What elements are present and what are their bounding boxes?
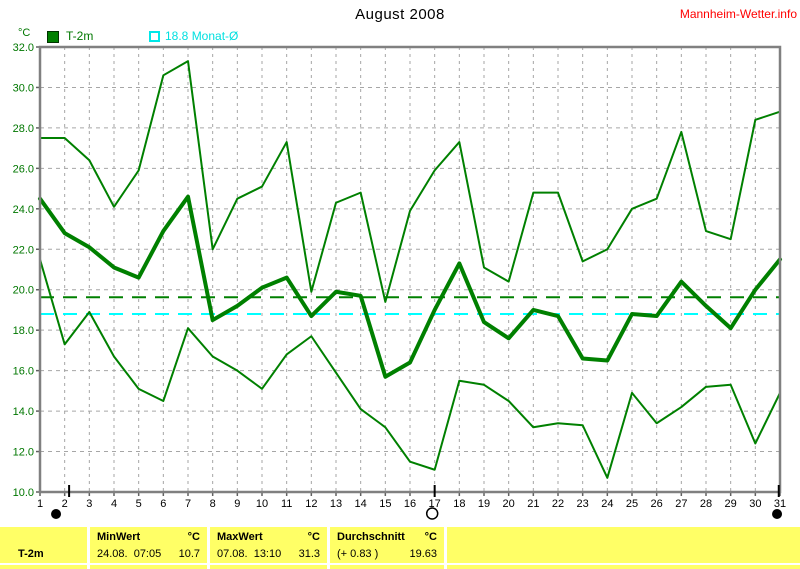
minwert-unit: °C	[187, 531, 200, 543]
svg-text:5: 5	[136, 498, 142, 510]
durchschnitt-unit: °C	[424, 531, 437, 543]
svg-text:26.0: 26.0	[13, 163, 34, 175]
svg-text:15: 15	[379, 498, 391, 510]
svg-text:4: 4	[111, 498, 117, 510]
stats-row-label-cell: Max.Wert	[0, 565, 87, 569]
svg-text:12.0: 12.0	[13, 447, 34, 459]
series-Tagesminimum	[39, 258, 781, 479]
svg-text:2: 2	[62, 498, 68, 510]
svg-text:12: 12	[305, 498, 317, 510]
svg-text:18: 18	[453, 498, 465, 510]
durchschnitt-value: 19.63	[409, 548, 437, 560]
stats-table: T-2m MinWert °C 24.08. 07:05 10.7 MaxWer…	[0, 527, 800, 569]
svg-text:30: 30	[749, 498, 761, 510]
stats-row-label-cell: T-2m	[0, 527, 87, 563]
legend-t2m-label: T-2m	[66, 29, 94, 43]
svg-text:18.0: 18.0	[13, 325, 34, 337]
svg-text:9: 9	[234, 498, 240, 510]
svg-text:29: 29	[725, 498, 737, 510]
durchschnitt-cell: Durchschnitt °C (+ 0.83 ) 19.63	[330, 527, 444, 563]
maxwert-unit: °C	[307, 531, 320, 543]
svg-text:3: 3	[86, 498, 92, 510]
maxwert-cell: MaxWert °C 07.08. 13:10 31.3	[210, 527, 327, 563]
svg-text:32.0: 32.0	[13, 42, 34, 54]
page-title: August 2008	[355, 6, 445, 23]
reference-lines	[40, 296, 780, 315]
temperature-line-chart: 32.0 30.0 28.0 26.0 24.0 22.0 20.0 18.0 16.0 14.0…	[13, 42, 787, 520]
svg-text:20: 20	[503, 498, 515, 510]
series-lines	[38, 60, 782, 479]
svg-text:24: 24	[601, 498, 613, 510]
maxwert-datetime: 07.08. 13:10	[217, 548, 282, 560]
svg-text:11: 11	[281, 498, 292, 510]
series-Tagesmaximum	[39, 60, 781, 303]
svg-text:14: 14	[355, 498, 367, 510]
minwert-cell: MinWert °C 24.08. 07:05 10.7	[90, 527, 207, 563]
svg-text:20.0: 20.0	[13, 285, 34, 297]
minwert-header: MinWert	[97, 531, 141, 543]
stats-row-next-clipped: Max.Wert	[0, 565, 800, 569]
maxwert-header: MaxWert	[217, 531, 263, 543]
svg-text:30.0: 30.0	[13, 82, 34, 94]
stats-row-t2m: T-2m MinWert °C 24.08. 07:05 10.7 MaxWer…	[0, 527, 800, 563]
svg-text:26: 26	[651, 498, 663, 510]
svg-text:16.0: 16.0	[13, 366, 34, 378]
svg-text:19: 19	[478, 498, 490, 510]
axes: 32.0 30.0 28.0 26.0 24.0 22.0 20.0 18.0 16.0 14.0…	[13, 42, 787, 510]
chart-legend: °C T-2m 18.8 Monat-Ø	[0, 0, 800, 46]
new-moon-icon	[51, 509, 62, 519]
svg-text:13: 13	[330, 498, 342, 510]
legend-monthly-average-label: 18.8 Monat-Ø	[165, 29, 239, 43]
svg-text:24.0: 24.0	[13, 204, 34, 216]
svg-text:23: 23	[577, 498, 589, 510]
durchschnitt-anomaly: (+ 0.83 )	[337, 548, 379, 560]
svg-text:7: 7	[185, 498, 191, 510]
t2m-series-swatch-icon	[47, 31, 59, 43]
minwert-datetime: 24.08. 07:05	[97, 548, 162, 560]
svg-text:28: 28	[700, 498, 712, 510]
monthly-average-swatch-icon	[149, 31, 160, 42]
svg-text:8: 8	[210, 498, 216, 510]
svg-text:14.0: 14.0	[13, 406, 34, 418]
full-moon-icon	[425, 507, 439, 520]
svg-text:25: 25	[626, 498, 638, 510]
series-T-2m Tagesmittel	[38, 194, 782, 379]
maxwert-value: 31.3	[298, 548, 320, 560]
svg-text:31: 31	[774, 498, 786, 510]
svg-text:27: 27	[675, 498, 687, 510]
svg-text:28.0: 28.0	[13, 123, 34, 135]
svg-text:16: 16	[404, 498, 416, 510]
moon-phase-markers	[51, 485, 783, 520]
svg-text:10.0: 10.0	[13, 487, 34, 499]
site-link[interactable]: Mannheim-Wetter.info	[679, 7, 797, 21]
y-axis-unit-label: °C	[18, 27, 31, 39]
gridlines	[40, 47, 780, 492]
svg-text:22.0: 22.0	[13, 244, 34, 256]
series-name-label: T-2m	[18, 548, 44, 560]
svg-text:22: 22	[552, 498, 564, 510]
svg-text:17: 17	[429, 498, 441, 510]
svg-text:6: 6	[160, 498, 166, 510]
svg-text:10: 10	[256, 498, 268, 510]
new-moon-icon	[772, 509, 783, 519]
svg-text:21: 21	[527, 498, 539, 510]
empty-cell	[447, 527, 800, 563]
durchschnitt-header: Durchschnitt	[337, 531, 405, 543]
minwert-value: 10.7	[178, 548, 200, 560]
svg-text:1: 1	[37, 498, 43, 510]
